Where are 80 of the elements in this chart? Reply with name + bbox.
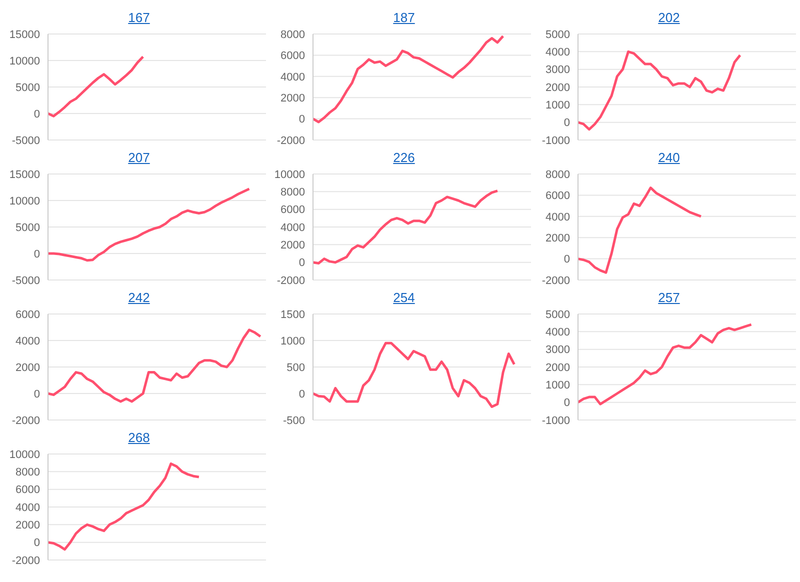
y-tick-label: 6000 [16, 484, 40, 496]
line-series [312, 190, 499, 264]
line-series [576, 186, 702, 274]
y-tick-label: 4000 [546, 211, 570, 224]
y-tick-label: 5000 [546, 308, 570, 321]
y-tick-label: 5000 [16, 222, 40, 234]
y-tick-label: 10000 [9, 448, 40, 461]
y-tick-label: 1500 [280, 308, 305, 321]
y-tick-label: -2000 [542, 274, 570, 287]
line-series [312, 342, 516, 408]
y-tick-label: -5000 [12, 274, 40, 287]
line-series [46, 188, 250, 262]
chart-title: 242 [127, 289, 151, 307]
y-tick-label: 6000 [280, 204, 305, 216]
y-tick-label: 4000 [16, 502, 40, 514]
y-tick-label: 8000 [280, 186, 305, 199]
y-tick-label: 4000 [546, 46, 570, 59]
y-tick-label: 2000 [546, 362, 570, 374]
y-tick-label: 15000 [9, 168, 40, 181]
y-tick-label: 3000 [546, 344, 570, 356]
y-tick-label: 500 [286, 362, 305, 374]
y-tick-label: -2000 [276, 274, 305, 287]
y-tick-label: 5000 [16, 82, 40, 94]
y-tick-label: 10000 [274, 168, 305, 181]
chart-title: 254 [392, 289, 416, 307]
line-series [312, 34, 504, 124]
line-series [576, 323, 753, 406]
y-tick-label: -2000 [12, 414, 40, 427]
y-tick-label: -1000 [542, 134, 570, 147]
chart-title: 207 [127, 149, 151, 167]
y-tick-label: 0 [564, 117, 570, 130]
y-tick-label: 1000 [280, 335, 305, 348]
line-series [576, 50, 742, 131]
chart-title: 226 [392, 149, 416, 167]
y-tick-label: 1000 [546, 380, 570, 392]
y-tick-label: 0 [34, 108, 40, 120]
y-tick-label: 2000 [546, 82, 570, 94]
y-tick-label: 0 [34, 537, 40, 550]
y-tick-label: 0 [298, 257, 305, 270]
y-tick-label: 0 [34, 248, 40, 260]
y-tick-label: 0 [298, 114, 305, 126]
y-tick-label: -2000 [12, 554, 40, 567]
line-series [46, 328, 262, 403]
y-tick-label: 4000 [280, 222, 305, 234]
y-tick-label: 8000 [16, 466, 40, 479]
y-tick-label: 4000 [280, 71, 305, 84]
y-tick-label: 2000 [16, 520, 40, 532]
y-tick-label: 2000 [280, 92, 305, 105]
y-tick-label: 6000 [280, 50, 305, 62]
y-tick-label: 0 [298, 388, 305, 400]
y-tick-label: 4000 [16, 335, 40, 348]
y-tick-label: 8000 [546, 168, 570, 181]
y-tick-label: -5000 [12, 134, 40, 147]
y-tick-label: 6000 [16, 308, 40, 321]
chart-title: 268 [127, 429, 151, 447]
y-tick-label: -500 [282, 414, 305, 427]
chart-title: 240 [657, 149, 681, 167]
y-tick-label: 10000 [9, 55, 40, 68]
y-tick-label: 2000 [280, 240, 305, 252]
y-tick-label: 0 [564, 397, 570, 410]
chart-title: 167 [127, 9, 151, 27]
y-tick-label: 5000 [546, 28, 570, 41]
y-tick-label: 2000 [16, 362, 40, 374]
y-tick-label: 0 [564, 254, 570, 266]
y-tick-label: 10000 [9, 195, 40, 208]
line-series [46, 462, 200, 551]
y-tick-label: -1000 [542, 414, 570, 427]
chart-title: 187 [392, 9, 416, 27]
y-tick-label: 15000 [9, 28, 40, 41]
y-tick-label: 1000 [546, 100, 570, 112]
y-tick-label: -2000 [276, 134, 305, 147]
chart-title: 202 [657, 9, 681, 27]
chart-title: 257 [657, 289, 681, 307]
line-series [46, 56, 144, 118]
y-tick-label: 4000 [546, 326, 570, 339]
y-tick-label: 8000 [280, 28, 305, 41]
y-tick-label: 3000 [546, 64, 570, 76]
y-tick-label: 6000 [546, 190, 570, 202]
y-tick-label: 0 [34, 388, 40, 400]
y-tick-label: 2000 [546, 232, 570, 245]
